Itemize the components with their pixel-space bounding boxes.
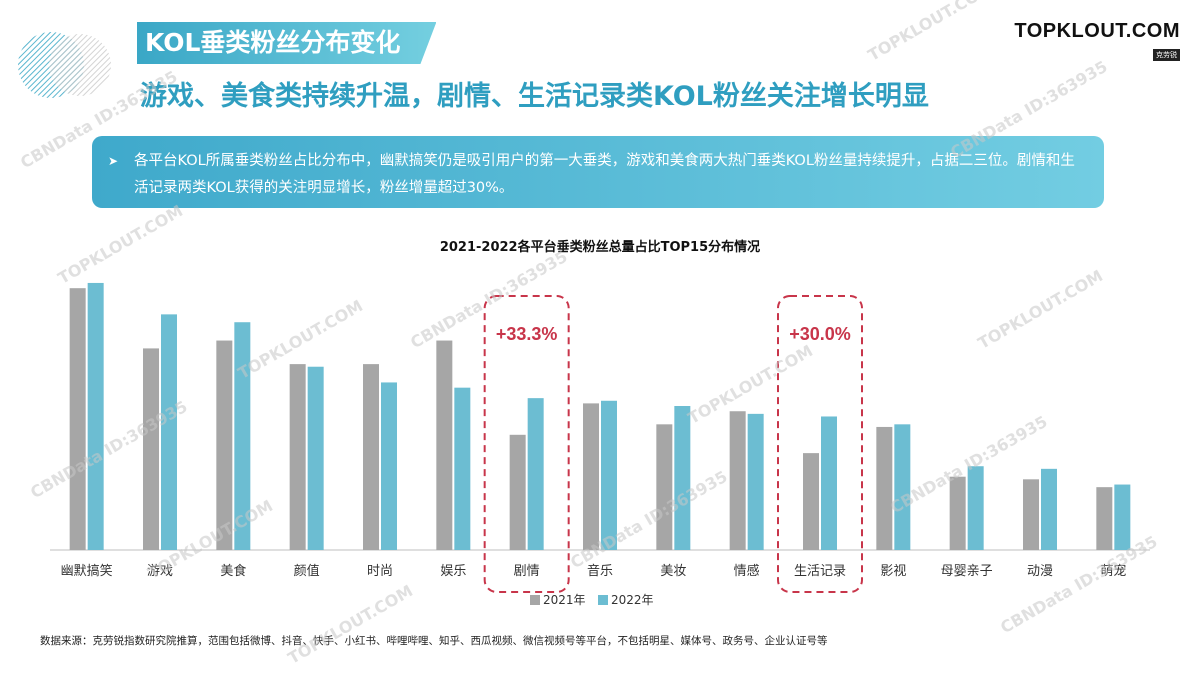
x-tick-label: 音乐 — [587, 563, 613, 579]
x-tick-label: 影视 — [880, 564, 906, 579]
summary-box: ➤ 各平台KOL所属垂类粉丝占比分布中，幽默搞笑仍是吸引用户的第一大垂类，游戏和… — [92, 136, 1104, 208]
summary-text: 各平台KOL所属垂类粉丝占比分布中，幽默搞笑仍是吸引用户的第一大垂类，游戏和美食… — [134, 153, 1075, 196]
bar-2021-9 — [729, 411, 746, 550]
bar-2022-6 — [527, 398, 544, 550]
bar-2022-0 — [87, 282, 104, 550]
bar-2021-2 — [216, 340, 233, 550]
growth-annotation: +33.3% — [496, 324, 558, 344]
bar-2022-8 — [674, 406, 691, 550]
bar-2021-8 — [656, 424, 673, 550]
x-tick-label: 情感 — [734, 563, 760, 579]
bar-2022-11 — [894, 424, 911, 550]
bar-2022-7 — [601, 400, 617, 550]
highlight-box — [483, 295, 570, 593]
brand-name: TOPKLOUT.COM — [1014, 20, 1180, 42]
x-tick-label: 母婴亲子 — [941, 564, 993, 579]
bar-2021-1 — [143, 348, 159, 550]
legend-swatch-1 — [598, 595, 608, 605]
bar-2022-13 — [1041, 468, 1057, 550]
bar-2022-2 — [234, 322, 251, 550]
growth-annotation: +30.0% — [789, 324, 851, 344]
x-tick-label: 萌宠 — [1100, 563, 1126, 579]
legend-label: 2021年 — [543, 593, 586, 607]
x-tick-label: 颜值 — [294, 563, 320, 579]
bar-2021-5 — [436, 340, 453, 550]
bar-2021-10 — [803, 453, 819, 550]
x-tick-label: 剧情 — [514, 564, 540, 579]
bar-2021-4 — [363, 364, 379, 550]
bar-2022-3 — [307, 366, 324, 550]
chart-title: 2021-2022各平台垂类粉丝总量占比TOP15分布情况 — [439, 240, 761, 255]
bar-2022-5 — [454, 387, 471, 550]
x-tick-label: 娱乐 — [440, 564, 466, 579]
x-tick-label: 动漫 — [1027, 564, 1053, 579]
bar-2021-12 — [949, 476, 966, 550]
x-tick-label: 美妆 — [660, 564, 686, 579]
bar-2021-0 — [69, 288, 86, 550]
bar-2022-9 — [747, 413, 764, 550]
x-tick-label: 生活记录 — [794, 564, 846, 579]
x-tick-label: 游戏 — [147, 564, 173, 579]
page-title: KOL垂类粉丝分布变化 — [137, 22, 436, 64]
bar-2022-12 — [967, 466, 984, 550]
bar-2022-1 — [161, 314, 177, 550]
x-tick-label: 幽默搞笑 — [61, 563, 113, 579]
legend-swatch-0 — [530, 595, 540, 605]
bar-2021-13 — [1023, 479, 1039, 550]
x-tick-label: 时尚 — [367, 564, 393, 579]
bar-2022-10 — [821, 416, 837, 550]
bar-2021-7 — [583, 403, 599, 550]
page-subtitle: 游戏、美食类持续升温，剧情、生活记录类KOL粉丝关注增长明显 — [140, 81, 929, 112]
bar-2022-14 — [1114, 484, 1131, 550]
bar-2021-3 — [289, 364, 306, 550]
bar-2022-4 — [381, 382, 397, 550]
legend-label: 2022年 — [611, 593, 654, 607]
bar-2021-6 — [509, 434, 526, 550]
bar-2021-11 — [876, 426, 893, 550]
data-source-note: 数据来源：克劳锐指数研究院推算，范围包括微博、抖音、快手、小红书、哔哩哔哩、知乎… — [40, 635, 828, 647]
bullet-arrow-icon: ➤ — [108, 154, 119, 168]
decorative-circles — [18, 32, 111, 98]
brand-cn: 克劳锐 — [1153, 49, 1180, 61]
highlight-box — [777, 295, 863, 593]
bar-2021-14 — [1096, 487, 1113, 550]
x-tick-label: 美食 — [220, 563, 246, 579]
brand-logo: TOPKLOUT.COM 克劳锐 — [1014, 20, 1180, 61]
